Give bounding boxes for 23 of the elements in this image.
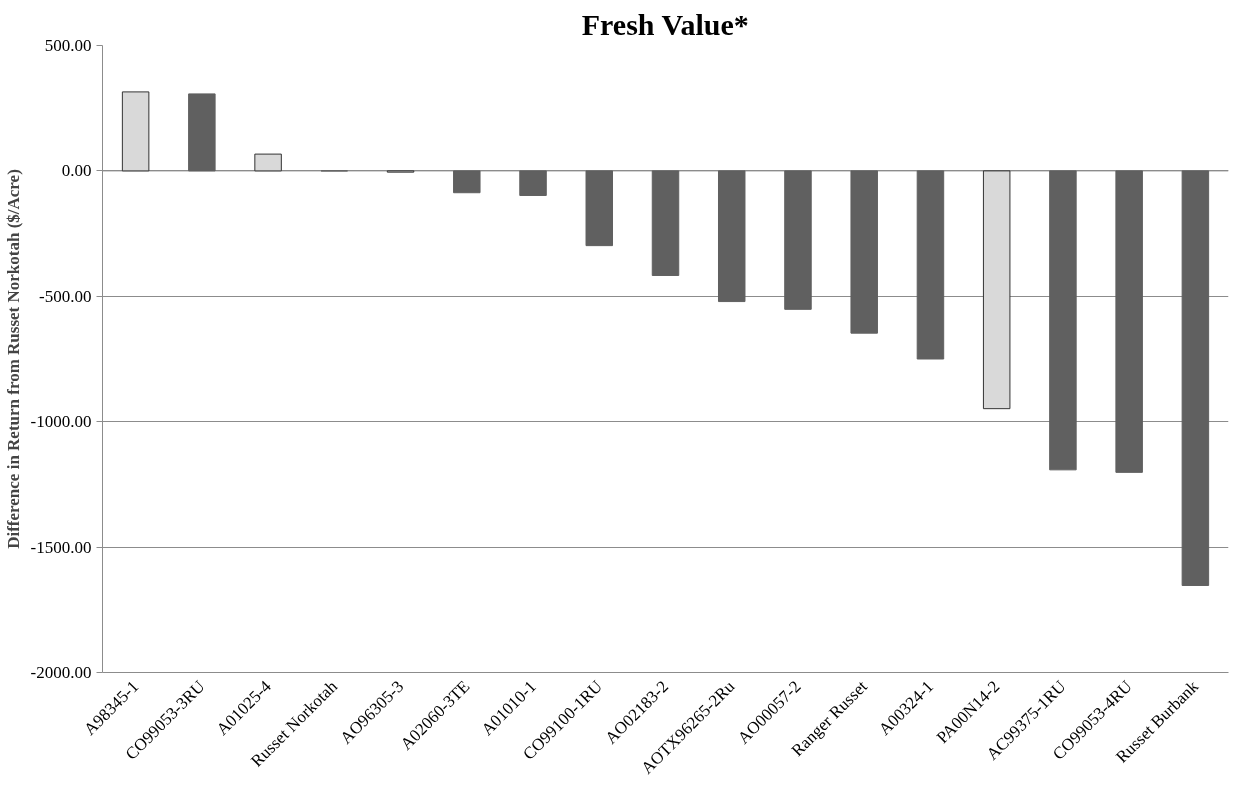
y-tick-label: 0.00 — [61, 161, 92, 181]
bar — [121, 91, 150, 172]
bar — [1181, 170, 1210, 586]
y-tick-label: -2000.00 — [30, 663, 92, 682]
bar — [717, 170, 746, 303]
bar — [585, 170, 614, 247]
bar — [188, 93, 216, 172]
bar — [453, 170, 481, 194]
y-tick-label: -1000.00 — [30, 412, 92, 432]
bar — [784, 170, 812, 310]
bar — [982, 170, 1011, 410]
y-tick-label: -500.00 — [39, 286, 92, 306]
chart-title: Fresh Value* — [581, 7, 749, 41]
bar — [254, 153, 282, 172]
y-tick-label: -1500.00 — [30, 537, 92, 557]
bar — [916, 170, 945, 360]
bar — [1049, 170, 1077, 471]
bar — [519, 170, 547, 196]
bar — [651, 170, 680, 276]
y-tick-label: 500.00 — [44, 36, 92, 55]
bar — [850, 170, 878, 334]
bar — [1115, 170, 1143, 473]
y-axis-title: Difference in Return from Russet Norkotah ($/Acre) — [3, 169, 23, 549]
